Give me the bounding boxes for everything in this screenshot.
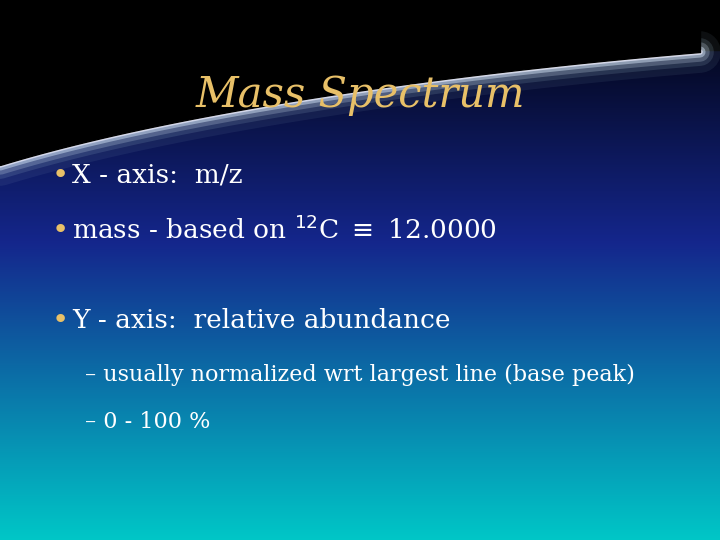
- Text: •: •: [52, 161, 69, 189]
- Text: Mass Spectrum: Mass Spectrum: [195, 74, 525, 116]
- Text: •: •: [52, 306, 69, 334]
- Text: Y - axis:  relative abundance: Y - axis: relative abundance: [72, 307, 451, 333]
- Text: – 0 - 100 %: – 0 - 100 %: [85, 411, 210, 433]
- Text: •: •: [52, 216, 69, 244]
- Text: mass - based on $^{12}$C $\equiv$ 12.0000: mass - based on $^{12}$C $\equiv$ 12.000…: [72, 216, 497, 244]
- Text: X - axis:  m/z: X - axis: m/z: [72, 163, 243, 187]
- Text: – usually normalized wrt largest line (base peak): – usually normalized wrt largest line (b…: [85, 364, 635, 386]
